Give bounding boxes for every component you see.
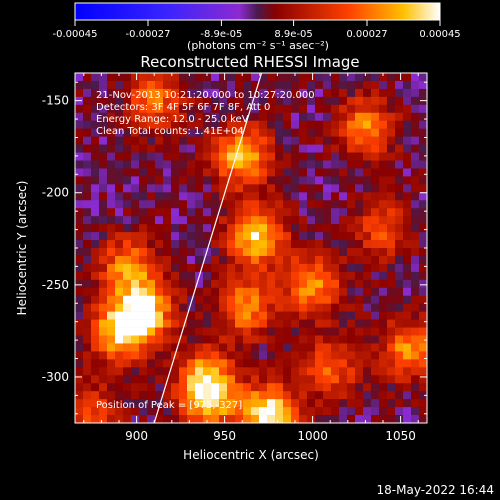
annotation-time-range: 21-Nov-2013 10:21:20.000 to 10:27:20.000: [96, 90, 315, 101]
colorbar-tick-label: -8.9e-05: [200, 29, 242, 40]
chart-title: Reconstructed RHESSI Image: [140, 53, 359, 71]
heatmap-cells: [75, 73, 427, 423]
colorbar-tick-label: 8.9e-05: [274, 29, 312, 40]
colorbar-tick-label: -0.00045: [53, 29, 98, 40]
y-tick-label: -250: [42, 278, 69, 292]
x-tick-label: 1000: [297, 429, 328, 443]
solar-limb-line: [153, 73, 263, 423]
y-axis-label: Heliocentric Y (arcsec): [15, 181, 29, 316]
y-axis-ticks: [75, 81, 427, 415]
x-axis-label: Heliocentric X (arcsec): [183, 448, 319, 462]
x-axis-tick-labels: 900 950 1000 1050: [125, 429, 416, 443]
peak-position-label: Position of Peak = [975,-327]: [96, 400, 242, 411]
x-tick-label: 1050: [385, 429, 416, 443]
footer-timestamp: 18-May-2022 16:44: [377, 483, 494, 497]
colorbar-tick-labels: -0.00045 -0.00027 -8.9e-05 8.9e-05 0.00027 0.…: [53, 29, 461, 40]
colorbar-ticks: [74, 20, 441, 26]
colorbar-tick-label: 0.00027: [346, 29, 387, 40]
annotation-energy-range: Energy Range: 12.0 - 25.0 keV: [96, 114, 249, 125]
annotation-detectors: Detectors: 3F 4F 5F 6F 7F 8F, Att 0: [96, 102, 270, 113]
annotation-clean-counts: Clean Total counts: 1.41E+04: [96, 126, 244, 137]
colorbar-units: (photons cm⁻² s⁻¹ asec⁻²): [187, 39, 329, 52]
colorbar-tick-label: -0.00027: [126, 29, 171, 40]
x-tick-label: 900: [125, 429, 148, 443]
x-tick-label: 950: [213, 429, 236, 443]
y-tick-label: -300: [42, 370, 69, 384]
colorbar-tick-label: 0.00045: [419, 29, 460, 40]
y-axis-tick-labels: -150 -200 -250 -300: [42, 94, 69, 384]
colorbar: [74, 2, 441, 21]
y-tick-label: -150: [42, 94, 69, 108]
y-tick-label: -200: [42, 186, 69, 200]
x-axis-ticks: [83, 73, 419, 423]
